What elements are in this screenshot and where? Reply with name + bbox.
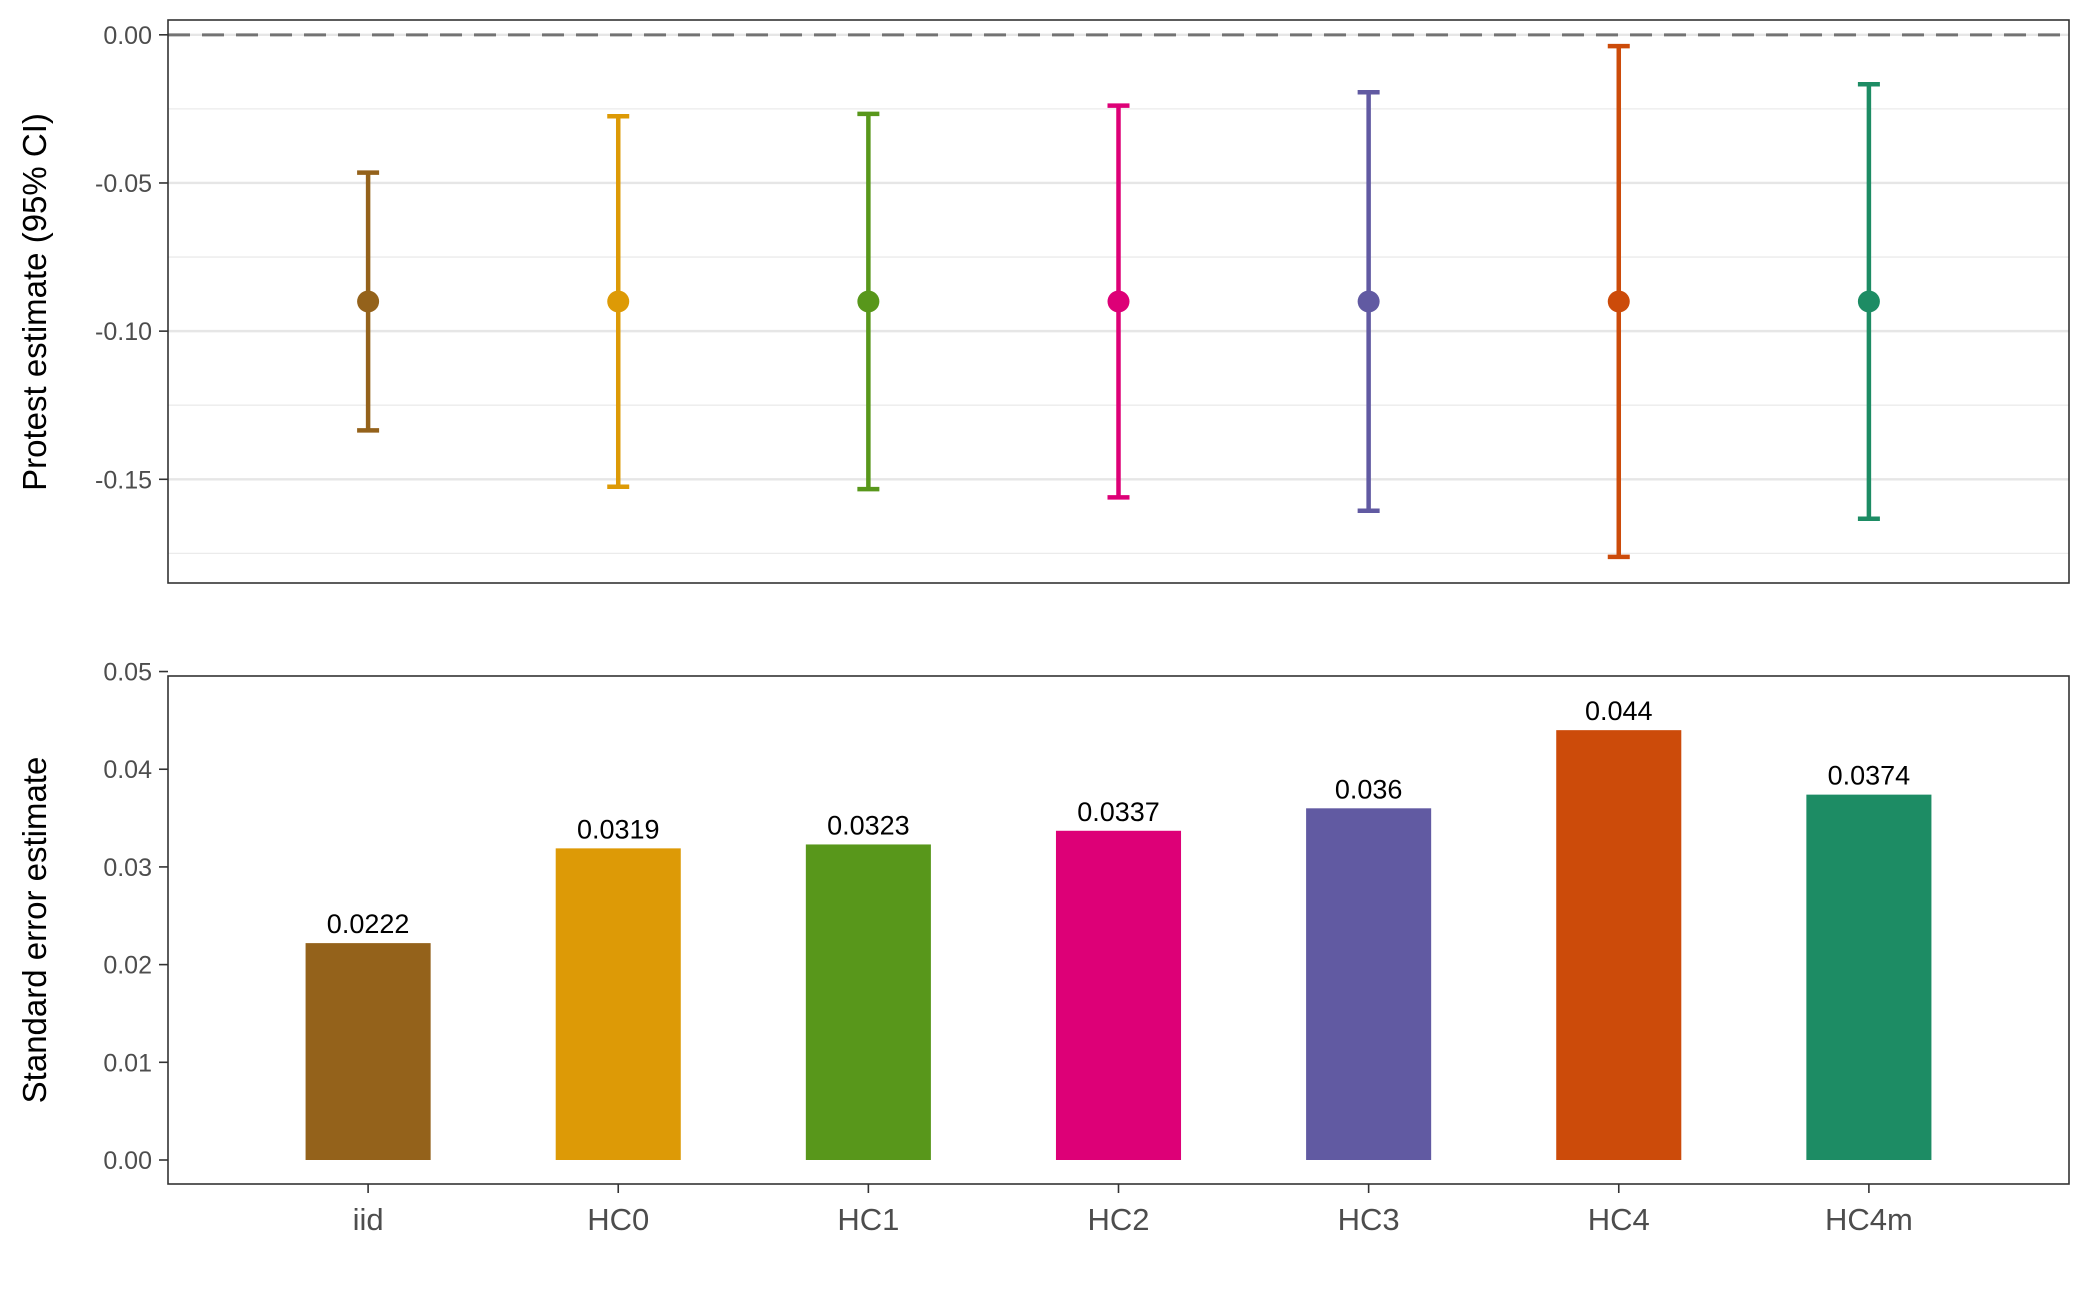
x-tick-label: HC1: [837, 1202, 899, 1237]
y-tick-label: 0.02: [103, 952, 152, 980]
error-bar-hc4: [1607, 43, 1630, 560]
y-tick-label: 0.05: [103, 659, 152, 687]
y-tick-label: 0.04: [103, 756, 152, 784]
bottom-bars: 0.0222 0.0319 0.0323 0.0337 0.036 0.044 0.0374: [305, 696, 1932, 1160]
top-y-axis: 0.00 -0.05 -0.10 -0.15: [95, 22, 168, 494]
x-tick-label: HC4m: [1825, 1202, 1913, 1237]
bottom-y-axis-title: Standard error estimate: [16, 757, 53, 1104]
bar-value-label: 0.036: [1335, 774, 1403, 804]
y-tick-label: -0.05: [95, 170, 152, 198]
bar-hc4m: [1806, 794, 1932, 1160]
x-tick-label: HC3: [1338, 1202, 1400, 1237]
top-error-bars: [357, 43, 1880, 560]
point-estimate: [1857, 290, 1880, 313]
bar-hc4: [1556, 730, 1682, 1160]
error-bar-hc1: [857, 111, 880, 492]
bar-hc0: [555, 848, 681, 1160]
bottom-y-axis: 0.00 0.01 0.02 0.03 0.04 0.05: [103, 659, 168, 1175]
bar-value-label: 0.044: [1585, 696, 1653, 726]
bar-value-label: 0.0337: [1077, 797, 1160, 827]
x-tick-label: HC2: [1087, 1202, 1149, 1237]
error-bar-hc4m: [1857, 82, 1880, 521]
bar-value-label: 0.0319: [577, 814, 660, 844]
bar-value-label: 0.0222: [327, 909, 410, 939]
point-estimate: [357, 290, 380, 313]
x-tick-label: HC0: [587, 1202, 649, 1237]
point-estimate: [1357, 290, 1380, 313]
x-axis: iid HC0 HC1 HC2 HC3 HC4 HC4m: [353, 1184, 1913, 1237]
y-tick-label: -0.15: [95, 466, 152, 494]
error-bar-hc2: [1107, 103, 1130, 500]
y-tick-label: 0.01: [103, 1049, 152, 1077]
y-tick-label: -0.10: [95, 318, 152, 346]
y-tick-label: 0.00: [103, 1147, 152, 1175]
error-bar-hc0: [607, 114, 630, 489]
error-bar-hc3: [1357, 90, 1380, 513]
bar-value-label: 0.0323: [827, 810, 910, 840]
bar-hc2: [1055, 830, 1182, 1160]
point-estimate: [1107, 290, 1130, 313]
x-tick-label: iid: [353, 1202, 384, 1237]
error-bar-iid: [357, 170, 380, 433]
bar-iid: [305, 943, 431, 1160]
point-estimate: [1607, 290, 1630, 313]
bar-hc3: [1306, 808, 1432, 1160]
top-panel: 0.00 -0.05 -0.10 -0.15 Protest estimate (95…: [16, 19, 2070, 584]
point-estimate: [607, 290, 630, 313]
bar-value-label: 0.0374: [1828, 761, 1911, 791]
top-panel-border: [167, 19, 2070, 584]
x-tick-label: HC4: [1588, 1202, 1650, 1237]
point-estimate: [857, 290, 880, 313]
bar-hc1: [805, 844, 931, 1160]
y-tick-label: 0.00: [103, 22, 152, 50]
y-tick-label: 0.03: [103, 854, 152, 882]
top-y-axis-title: Protest estimate (95% CI): [16, 113, 53, 491]
